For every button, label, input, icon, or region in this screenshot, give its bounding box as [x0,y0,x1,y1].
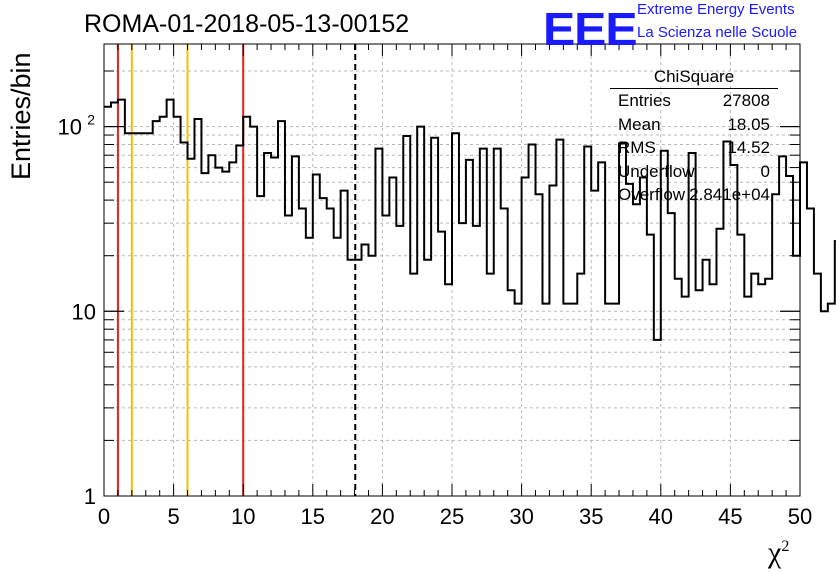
stats-value: 0 [760,161,770,181]
y-axis-label: Entries/bin [6,52,36,180]
x-tick-label: 45 [718,504,742,529]
x-axis-label: χ2 [768,536,789,570]
x-tick-label: 25 [440,504,464,529]
stats-key: Entries [618,91,671,110]
y-tick-label-sup: 2 [87,112,95,128]
x-tick-label: 40 [649,504,673,529]
x-axis-label-sup: 2 [781,538,790,555]
logo-line-2: La Scienza nelle Scuole [637,24,798,41]
stats-row: Overflow 2.841e+04 [610,183,778,207]
eee-logo: EEE [543,3,638,55]
stats-row: Underflow 0 [610,160,778,184]
x-tick-label: 0 [98,504,110,529]
stats-key: RMS [618,138,656,157]
stats-value: 18.05 [727,114,770,134]
x-tick-labels: 0 5 10 15 20 25 30 35 40 45 50 [98,504,812,529]
y-tick-label: 10 [72,299,96,324]
x-tick-label: 5 [167,504,179,529]
x-tick-label: 10 [231,504,255,529]
y-tick-label: 10 [58,115,82,140]
chart-title: ROMA-01-2018-05-13-00152 [84,10,410,38]
stats-value: 14.52 [727,138,770,157]
y-tick-labels: 1 10 10 2 [58,112,96,509]
stats-box: ChiSquare Entries 27808 Mean 18.05 RMS 14.5… [610,66,778,207]
stats-title: ChiSquare [610,66,778,89]
stats-key: Mean [618,114,661,134]
stats-value: 2.841e+04 [689,185,770,204]
y-tick-label: 1 [84,484,96,509]
stats-row: Entries 27808 [610,89,778,113]
axis-ticks [103,44,801,497]
x-axis-label-text: χ [768,536,782,569]
stats-value: 27808 [722,91,770,110]
x-tick-label: 35 [579,504,603,529]
logo-line-1: Extreme Energy Events [637,1,795,18]
x-tick-label: 50 [788,504,812,529]
histogram-series [104,98,836,341]
stats-row: Mean 18.05 [610,113,778,137]
stats-key: Overflow [618,185,686,204]
x-tick-label: 20 [370,504,394,529]
stats-key: Underflow [618,161,695,181]
x-tick-label: 15 [301,504,325,529]
reference-lines [116,44,357,496]
x-tick-label: 30 [509,504,533,529]
stats-row: RMS 14.52 [610,136,778,160]
